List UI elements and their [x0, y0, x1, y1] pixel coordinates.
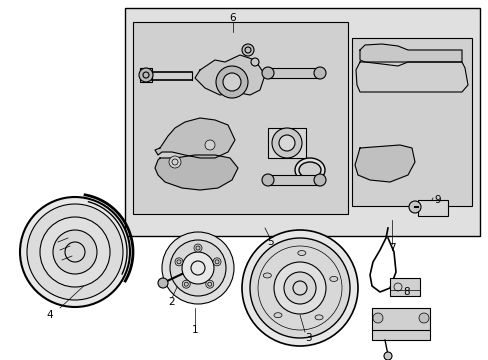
- Polygon shape: [354, 145, 414, 182]
- Circle shape: [170, 240, 225, 296]
- Bar: [417, 200, 447, 216]
- Polygon shape: [155, 118, 235, 158]
- Circle shape: [205, 280, 213, 288]
- Circle shape: [418, 313, 428, 323]
- Circle shape: [242, 44, 253, 56]
- Circle shape: [242, 230, 357, 346]
- Text: 9: 9: [434, 195, 440, 205]
- Circle shape: [313, 174, 325, 186]
- Circle shape: [182, 280, 190, 288]
- Bar: [267, 128, 305, 158]
- Circle shape: [40, 217, 110, 287]
- Ellipse shape: [329, 276, 337, 282]
- Ellipse shape: [273, 313, 282, 318]
- Text: 1: 1: [191, 325, 198, 335]
- Text: 6: 6: [229, 13, 236, 23]
- Bar: [371, 308, 429, 340]
- Text: 2: 2: [168, 297, 175, 307]
- Circle shape: [273, 262, 325, 314]
- Circle shape: [313, 67, 325, 79]
- Bar: [267, 68, 319, 78]
- Circle shape: [213, 258, 221, 266]
- Ellipse shape: [263, 273, 271, 278]
- Ellipse shape: [314, 315, 323, 320]
- Circle shape: [284, 272, 315, 304]
- Circle shape: [408, 201, 420, 213]
- Circle shape: [53, 230, 97, 274]
- Polygon shape: [355, 62, 467, 92]
- Text: 4: 4: [46, 310, 53, 320]
- Polygon shape: [359, 44, 461, 66]
- Circle shape: [139, 68, 153, 82]
- Text: 8: 8: [403, 287, 409, 297]
- Circle shape: [27, 204, 123, 300]
- Polygon shape: [195, 55, 264, 95]
- Bar: [351, 38, 471, 206]
- Circle shape: [175, 258, 183, 266]
- Circle shape: [262, 67, 273, 79]
- Bar: [267, 175, 319, 185]
- Polygon shape: [155, 155, 238, 190]
- Text: 7: 7: [388, 243, 394, 253]
- Circle shape: [194, 244, 202, 252]
- Circle shape: [20, 197, 130, 307]
- Circle shape: [250, 58, 259, 66]
- Circle shape: [158, 278, 168, 288]
- Circle shape: [182, 252, 214, 284]
- Circle shape: [271, 128, 302, 158]
- Circle shape: [216, 66, 247, 98]
- Circle shape: [169, 156, 181, 168]
- Ellipse shape: [297, 251, 305, 256]
- Ellipse shape: [298, 162, 320, 178]
- Bar: [389, 278, 419, 296]
- Circle shape: [249, 238, 349, 338]
- Circle shape: [204, 140, 215, 150]
- Circle shape: [279, 135, 294, 151]
- Ellipse shape: [294, 158, 325, 182]
- Circle shape: [383, 352, 391, 360]
- Text: 3: 3: [304, 333, 311, 343]
- Bar: [125, 8, 479, 236]
- Circle shape: [262, 174, 273, 186]
- Circle shape: [223, 73, 241, 91]
- Bar: [133, 22, 347, 214]
- Circle shape: [162, 232, 234, 304]
- Bar: [140, 68, 152, 82]
- Text: 5: 5: [266, 237, 273, 247]
- Circle shape: [372, 313, 382, 323]
